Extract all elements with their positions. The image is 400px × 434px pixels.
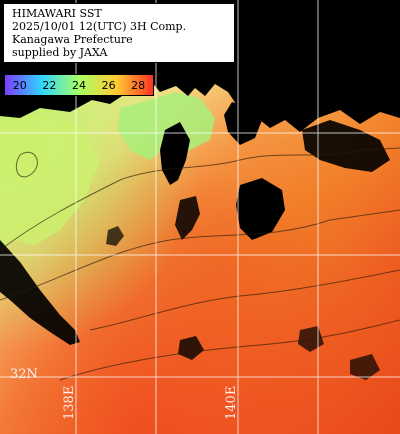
colorbar-tick-20: 20	[12, 78, 27, 92]
title-line-4: supplied by JAXA	[12, 46, 108, 59]
lon-label-140e: 140E	[224, 385, 239, 420]
lat-label-32n: 32N	[10, 367, 38, 382]
title-line-3: Kanagawa Prefecture	[12, 33, 133, 46]
cool-water-bay	[118, 92, 215, 160]
colorbar-tick-28: 28	[131, 78, 146, 92]
lon-label-138e: 138E	[62, 385, 77, 420]
cool-water-west	[0, 115, 100, 250]
title-line-1: HIMAWARI SST	[12, 7, 102, 20]
colorbar-tick-22: 22	[42, 78, 57, 92]
colorbar-tick-24: 24	[71, 78, 86, 92]
sst-contours	[0, 147, 400, 381]
colorbar-tick-26: 26	[101, 78, 116, 92]
title-box: HIMAWARI SST 2025/10/01 12(UTC) 3H Comp.…	[3, 3, 235, 63]
title-line-2: 2025/10/01 12(UTC) 3H Comp.	[12, 20, 187, 33]
land-southwest-coast	[0, 240, 80, 345]
color-bar: 20 22 24 26 28	[4, 74, 154, 96]
land-boso-peninsula	[224, 102, 262, 145]
